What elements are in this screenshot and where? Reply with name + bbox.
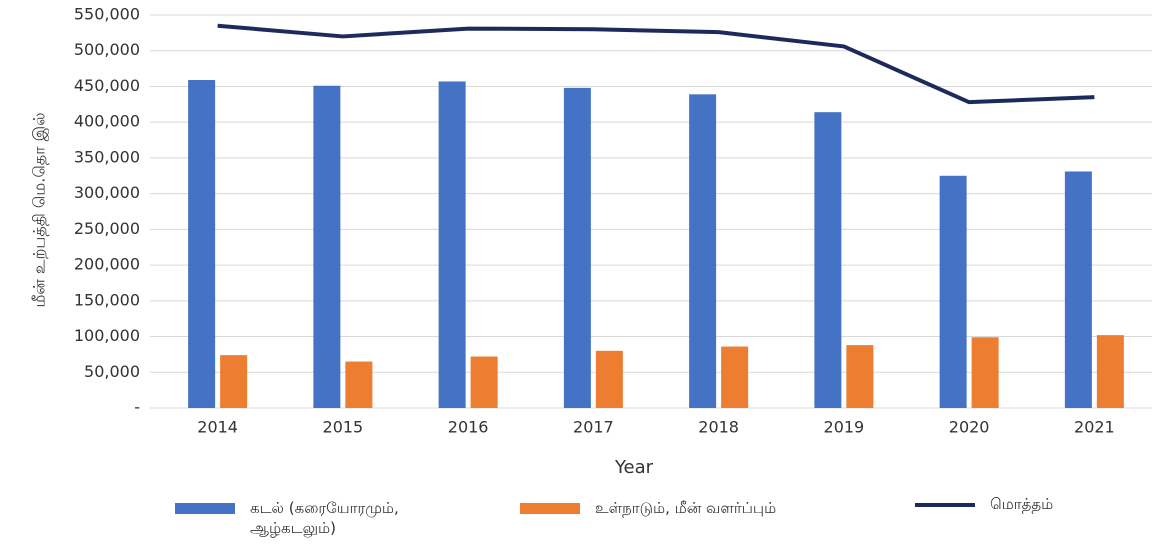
bar — [313, 85, 341, 409]
bar — [1064, 171, 1092, 408]
x-tick-label: 2019 — [824, 418, 865, 437]
legend-label: மொத்தம் — [990, 495, 1054, 513]
y-axis-label: மீன் உற்பத்தி மெ.தொ இல் — [30, 112, 50, 307]
x-tick-label: 2015 — [323, 418, 364, 437]
x-axis-label: Year — [614, 457, 654, 478]
bar — [814, 112, 842, 408]
line — [217, 23, 1095, 105]
y-tick-label: 400,000 — [74, 112, 140, 131]
bar — [345, 361, 373, 408]
y-tick-label: 300,000 — [74, 183, 140, 202]
bar — [438, 81, 466, 408]
y-tick-label: 350,000 — [74, 147, 140, 166]
bar — [689, 94, 717, 408]
y-tick-label: 100,000 — [74, 326, 140, 345]
legend-swatch — [520, 503, 580, 514]
y-tick-label: 550,000 — [74, 5, 140, 24]
bar — [846, 345, 874, 408]
legend-swatch — [175, 503, 235, 514]
x-tick-label: 2014 — [197, 418, 238, 437]
bar — [721, 346, 749, 408]
legend-label: கடல் (கரையோரமும், ஆழ்கடலும்) — [250, 499, 399, 537]
y-tick-label: 450,000 — [74, 76, 140, 95]
x-tick-label: 2020 — [949, 418, 990, 437]
bar — [1096, 335, 1124, 408]
x-tick-label: 2018 — [698, 418, 739, 437]
x-tick-label: 2016 — [448, 418, 489, 437]
y-tick-label: 500,000 — [74, 40, 140, 59]
y-tick-label: 250,000 — [74, 219, 140, 238]
bar — [470, 356, 498, 408]
bar — [188, 80, 216, 409]
legend-label: உள்நாடும், மீன் வளர்ப்பும் — [595, 499, 777, 517]
bar — [220, 355, 248, 408]
bar — [939, 175, 967, 408]
bar — [595, 350, 623, 408]
y-tick-label: - — [134, 398, 140, 417]
bar — [971, 337, 999, 408]
x-tick-label: 2017 — [573, 418, 614, 437]
y-tick-label: 150,000 — [74, 290, 140, 309]
bar — [563, 87, 591, 408]
x-tick-label: 2021 — [1074, 418, 1115, 437]
y-tick-label: 50,000 — [84, 362, 140, 381]
y-tick-label: 200,000 — [74, 255, 140, 274]
